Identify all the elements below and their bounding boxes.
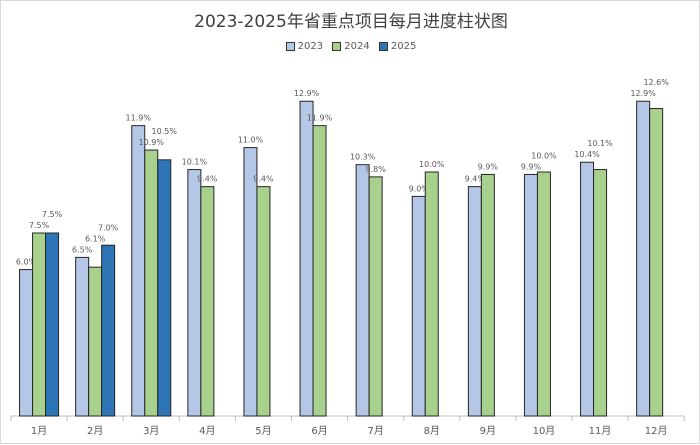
bar-2024-7月 (368, 176, 383, 417)
bar-2023-3月 (131, 125, 146, 417)
bar-2024-2月 (88, 266, 103, 417)
bar-2023-11月 (580, 161, 595, 417)
legend-item-2025: 2025 (378, 41, 417, 52)
bar-2025-2月 (101, 244, 116, 417)
data-label: 7.5% (42, 210, 63, 219)
data-label: 6.1% (85, 234, 106, 243)
data-label: 10.9% (139, 138, 165, 147)
bar-2023-7月 (355, 164, 370, 417)
x-tick-label: 7月 (367, 425, 383, 437)
chart-title: 2023-2025年省重点项目每月进度柱状图 (194, 12, 508, 32)
data-label: 10.4% (574, 150, 600, 159)
bar-2024-10月 (536, 171, 551, 417)
x-tick-label: 5月 (255, 425, 271, 437)
x-tick-label: 3月 (143, 425, 159, 437)
data-label: 9.0% (409, 184, 430, 193)
bar-2023-10月 (523, 173, 538, 417)
data-label: 10.1% (587, 139, 613, 148)
data-label: 10.0% (531, 151, 557, 160)
data-label: 9.4% (197, 175, 218, 184)
data-label: 6.5% (72, 245, 93, 254)
legend-label: 2024 (344, 41, 370, 52)
x-tick-label: 9月 (480, 425, 496, 437)
legend-item-2023: 2023 (285, 41, 324, 52)
bar-2024-1月 (32, 232, 47, 417)
bar-2024-11月 (593, 169, 608, 417)
data-label: 9.9% (478, 162, 499, 171)
bar-2025-1月 (45, 232, 60, 417)
x-tick-label: 1月 (31, 425, 47, 437)
bar-2023-2月 (75, 256, 90, 417)
x-tick-label: 6月 (311, 425, 327, 437)
x-tick-label: 12月 (645, 425, 668, 437)
bar-2023-9月 (467, 186, 482, 417)
data-label: 6.0% (16, 258, 37, 267)
bar-2024-5月 (256, 186, 271, 417)
data-label: 9.4% (465, 175, 486, 184)
data-label: 11.9% (126, 114, 152, 123)
data-label: 11.0% (238, 136, 264, 145)
x-tick-label: 8月 (424, 425, 440, 437)
legend-label: 2025 (390, 41, 417, 52)
bar-2023-4月 (187, 169, 202, 417)
bar-2023-5月 (243, 147, 258, 417)
x-tick-label: 2月 (87, 425, 103, 437)
data-label: 7.0% (98, 223, 119, 232)
data-label: 9.9% (521, 162, 542, 171)
legend-swatch (285, 42, 295, 51)
data-label: 10.1% (182, 158, 208, 167)
data-label: 9.8% (365, 165, 386, 174)
data-label: 12.6% (643, 78, 669, 87)
bar-2023-8月 (411, 195, 426, 417)
bar-2024-4月 (200, 186, 215, 417)
data-label: 9.4% (253, 175, 274, 184)
bar-2023-6月 (299, 100, 314, 417)
data-label: 11.9% (307, 114, 333, 123)
x-tick-label: 11月 (589, 425, 612, 437)
data-label: 7.5% (29, 221, 50, 230)
data-label: 10.5% (152, 127, 178, 136)
data-label: 12.9% (630, 89, 656, 98)
data-label: 12.9% (294, 89, 320, 98)
legend-swatch (378, 42, 388, 51)
bar-2024-12月 (649, 108, 664, 417)
bar-2024-3月 (144, 149, 159, 417)
data-label: 10.0% (419, 160, 445, 169)
data-label: 10.3% (350, 153, 376, 162)
bar-2023-12月 (636, 100, 651, 417)
bar-2024-6月 (312, 125, 327, 417)
x-tick-label: 4月 (199, 425, 215, 437)
bar-2024-8月 (424, 171, 439, 417)
legend: 2023 2024 2025 (1, 41, 700, 54)
bar-2023-1月 (19, 269, 34, 417)
legend-swatch (332, 42, 342, 51)
legend-label: 2023 (297, 41, 324, 52)
x-tick-label: 10月 (533, 425, 556, 437)
legend-item-2024: 2024 (332, 41, 370, 52)
bar-2025-3月 (157, 159, 172, 417)
bar-2024-9月 (480, 173, 495, 417)
